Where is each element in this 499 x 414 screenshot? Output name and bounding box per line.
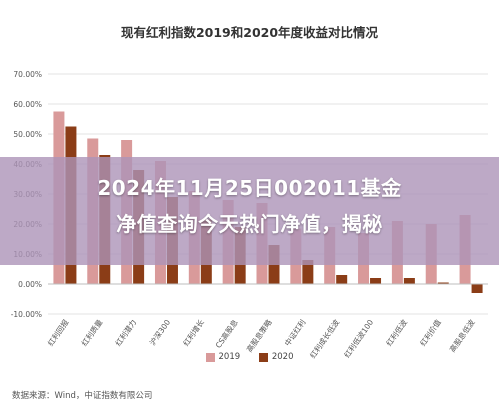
legend-swatch-2019 <box>205 352 215 362</box>
bar-2020 <box>302 260 314 284</box>
x-tick-label: 红利增长 <box>181 317 207 348</box>
bar-2020 <box>471 284 483 293</box>
banner-headline-line2: 净值查询今天热门净值，揭秘 <box>116 212 383 236</box>
x-tick-label: 高股息低波 <box>447 317 477 354</box>
x-tick-label: 红利价值 <box>417 317 443 348</box>
bar-2020 <box>403 278 415 284</box>
x-tick-label: 红利低波 <box>384 317 410 348</box>
x-tick-label: CS高股息 <box>213 317 240 350</box>
x-tick-label: 高股息策略 <box>244 317 274 354</box>
chart-legend: 2019 2020 <box>0 352 499 365</box>
overlay-banner <box>0 157 499 265</box>
y-tick-label: -10.00% <box>11 310 42 319</box>
source-note: 数据来源：Wind，中证指数有限公司 <box>12 391 153 401</box>
bar-2020 <box>370 278 382 284</box>
bar-2020 <box>336 275 348 284</box>
y-tick-label: 70.00% <box>13 70 42 79</box>
y-tick-label: 0.00% <box>18 280 42 289</box>
legend-label-2019: 2019 <box>218 352 241 362</box>
x-tick-label: 红利潜力 <box>113 317 138 347</box>
x-tick-label: 中证红利 <box>282 317 307 347</box>
legend-item-2020: 2020 <box>258 352 294 362</box>
x-tick-label: 红利质量 <box>79 317 105 348</box>
banner-headline-line1: 2024年11月25日002011基金 <box>97 176 402 200</box>
x-tick-label: 沪深300 <box>147 317 172 347</box>
legend-label-2020: 2020 <box>271 352 294 362</box>
legend-item-2019: 2019 <box>205 352 241 362</box>
legend-swatch-2020 <box>258 352 268 362</box>
y-tick-label: 60.00% <box>13 100 42 109</box>
bar-2020 <box>437 282 449 284</box>
y-tick-label: 50.00% <box>13 130 42 139</box>
chart-title: 现有红利指数2019和2020年度收益对比情况 <box>120 25 379 40</box>
x-tick-label: 红利回报 <box>45 317 71 348</box>
